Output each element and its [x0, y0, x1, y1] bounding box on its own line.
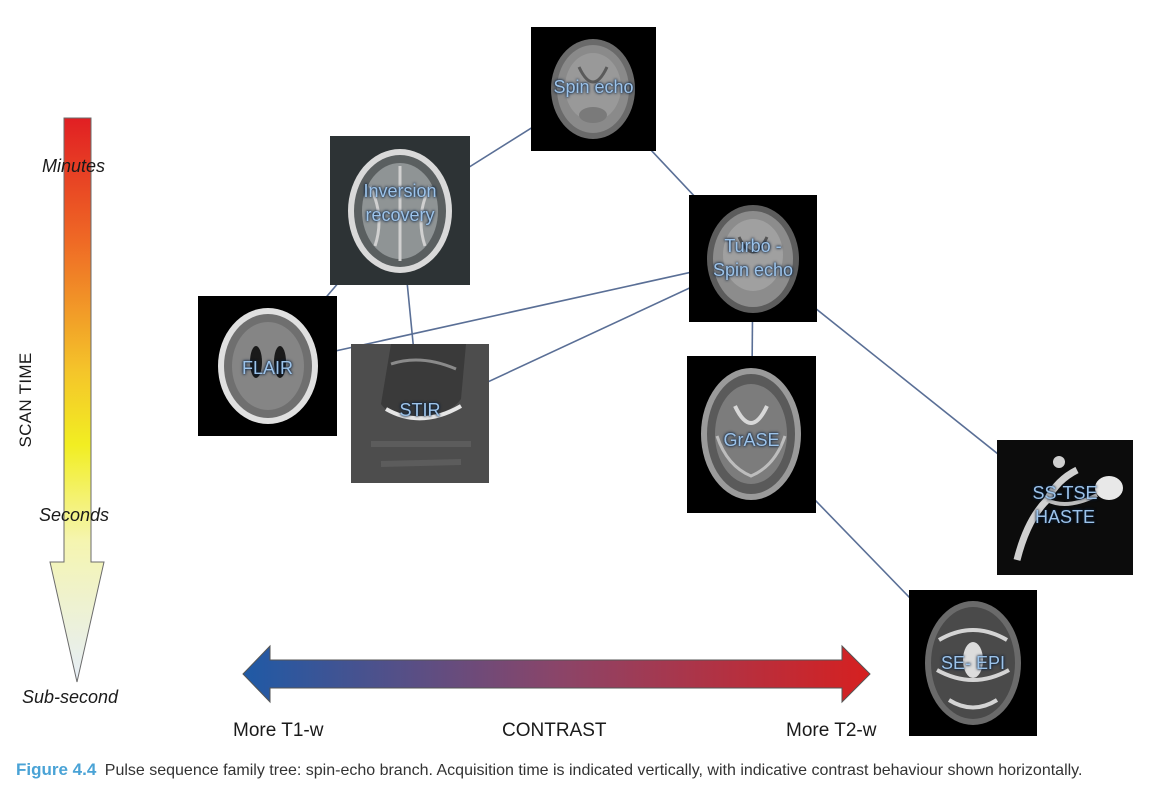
time-label-minutes: Minutes [42, 156, 106, 176]
node-label-line1: SE- EPI [940, 653, 1006, 673]
caption-prefix: Figure 4.4 [16, 760, 97, 779]
node-turbo-spin-echo: Turbo - Spin echo [689, 195, 817, 322]
brain-axial-image [701, 368, 801, 500]
node-flair: FLAIR [198, 296, 337, 436]
brain-axial-image [218, 308, 318, 424]
node-se-epi: SE- EPI [909, 590, 1037, 736]
node-label-line2: HASTE [1034, 507, 1095, 527]
contrast-right-label: More T2-w [786, 720, 877, 741]
node-label-line1: FLAIR [241, 358, 293, 378]
time-label-seconds: Seconds [39, 505, 110, 525]
node-spin-echo: Spin echo [531, 27, 656, 151]
brain-axial-image [551, 39, 635, 139]
contrast-arrow [242, 644, 871, 704]
knee-mri-image [351, 344, 489, 483]
node-label-line1: SS-TSE [1032, 483, 1098, 503]
caption-text: Pulse sequence family tree: spin-echo br… [104, 762, 1083, 779]
node-ss-tse-haste: SS-TSE HASTE [997, 440, 1133, 575]
contrast-left-label: More T1-w [233, 720, 324, 741]
node-label-line2: Spin echo [712, 260, 794, 280]
time-label-sub-second: Sub-second [22, 687, 119, 707]
node-label-line1: GrASE [723, 430, 780, 450]
scan-time-axis-title: SCAN TIME [16, 352, 35, 448]
brain-axial-image [330, 136, 470, 285]
node-label-line1: STIR [399, 400, 441, 420]
node-grase: GrASE [687, 356, 816, 513]
node-label-line1: Spin echo [553, 77, 634, 97]
brain-axial-image [925, 601, 1021, 725]
connector-turbo_spin_echo-flair [267, 257, 754, 367]
node-inversion-recovery: Inversion recovery [330, 136, 470, 285]
contrast-axis-title: CONTRAST [502, 720, 607, 741]
node-stir: STIR [351, 344, 489, 483]
node-label-line2: recovery [365, 205, 435, 225]
node-label-line1: Inversion [363, 181, 437, 201]
figure-caption: Figure 4.4 Pulse sequence family tree: s… [16, 760, 1136, 781]
brain-axial-image [707, 205, 799, 313]
node-label-line1: Turbo - [724, 236, 782, 256]
scan-time-arrow [49, 117, 105, 683]
mrcp-image [997, 440, 1133, 575]
